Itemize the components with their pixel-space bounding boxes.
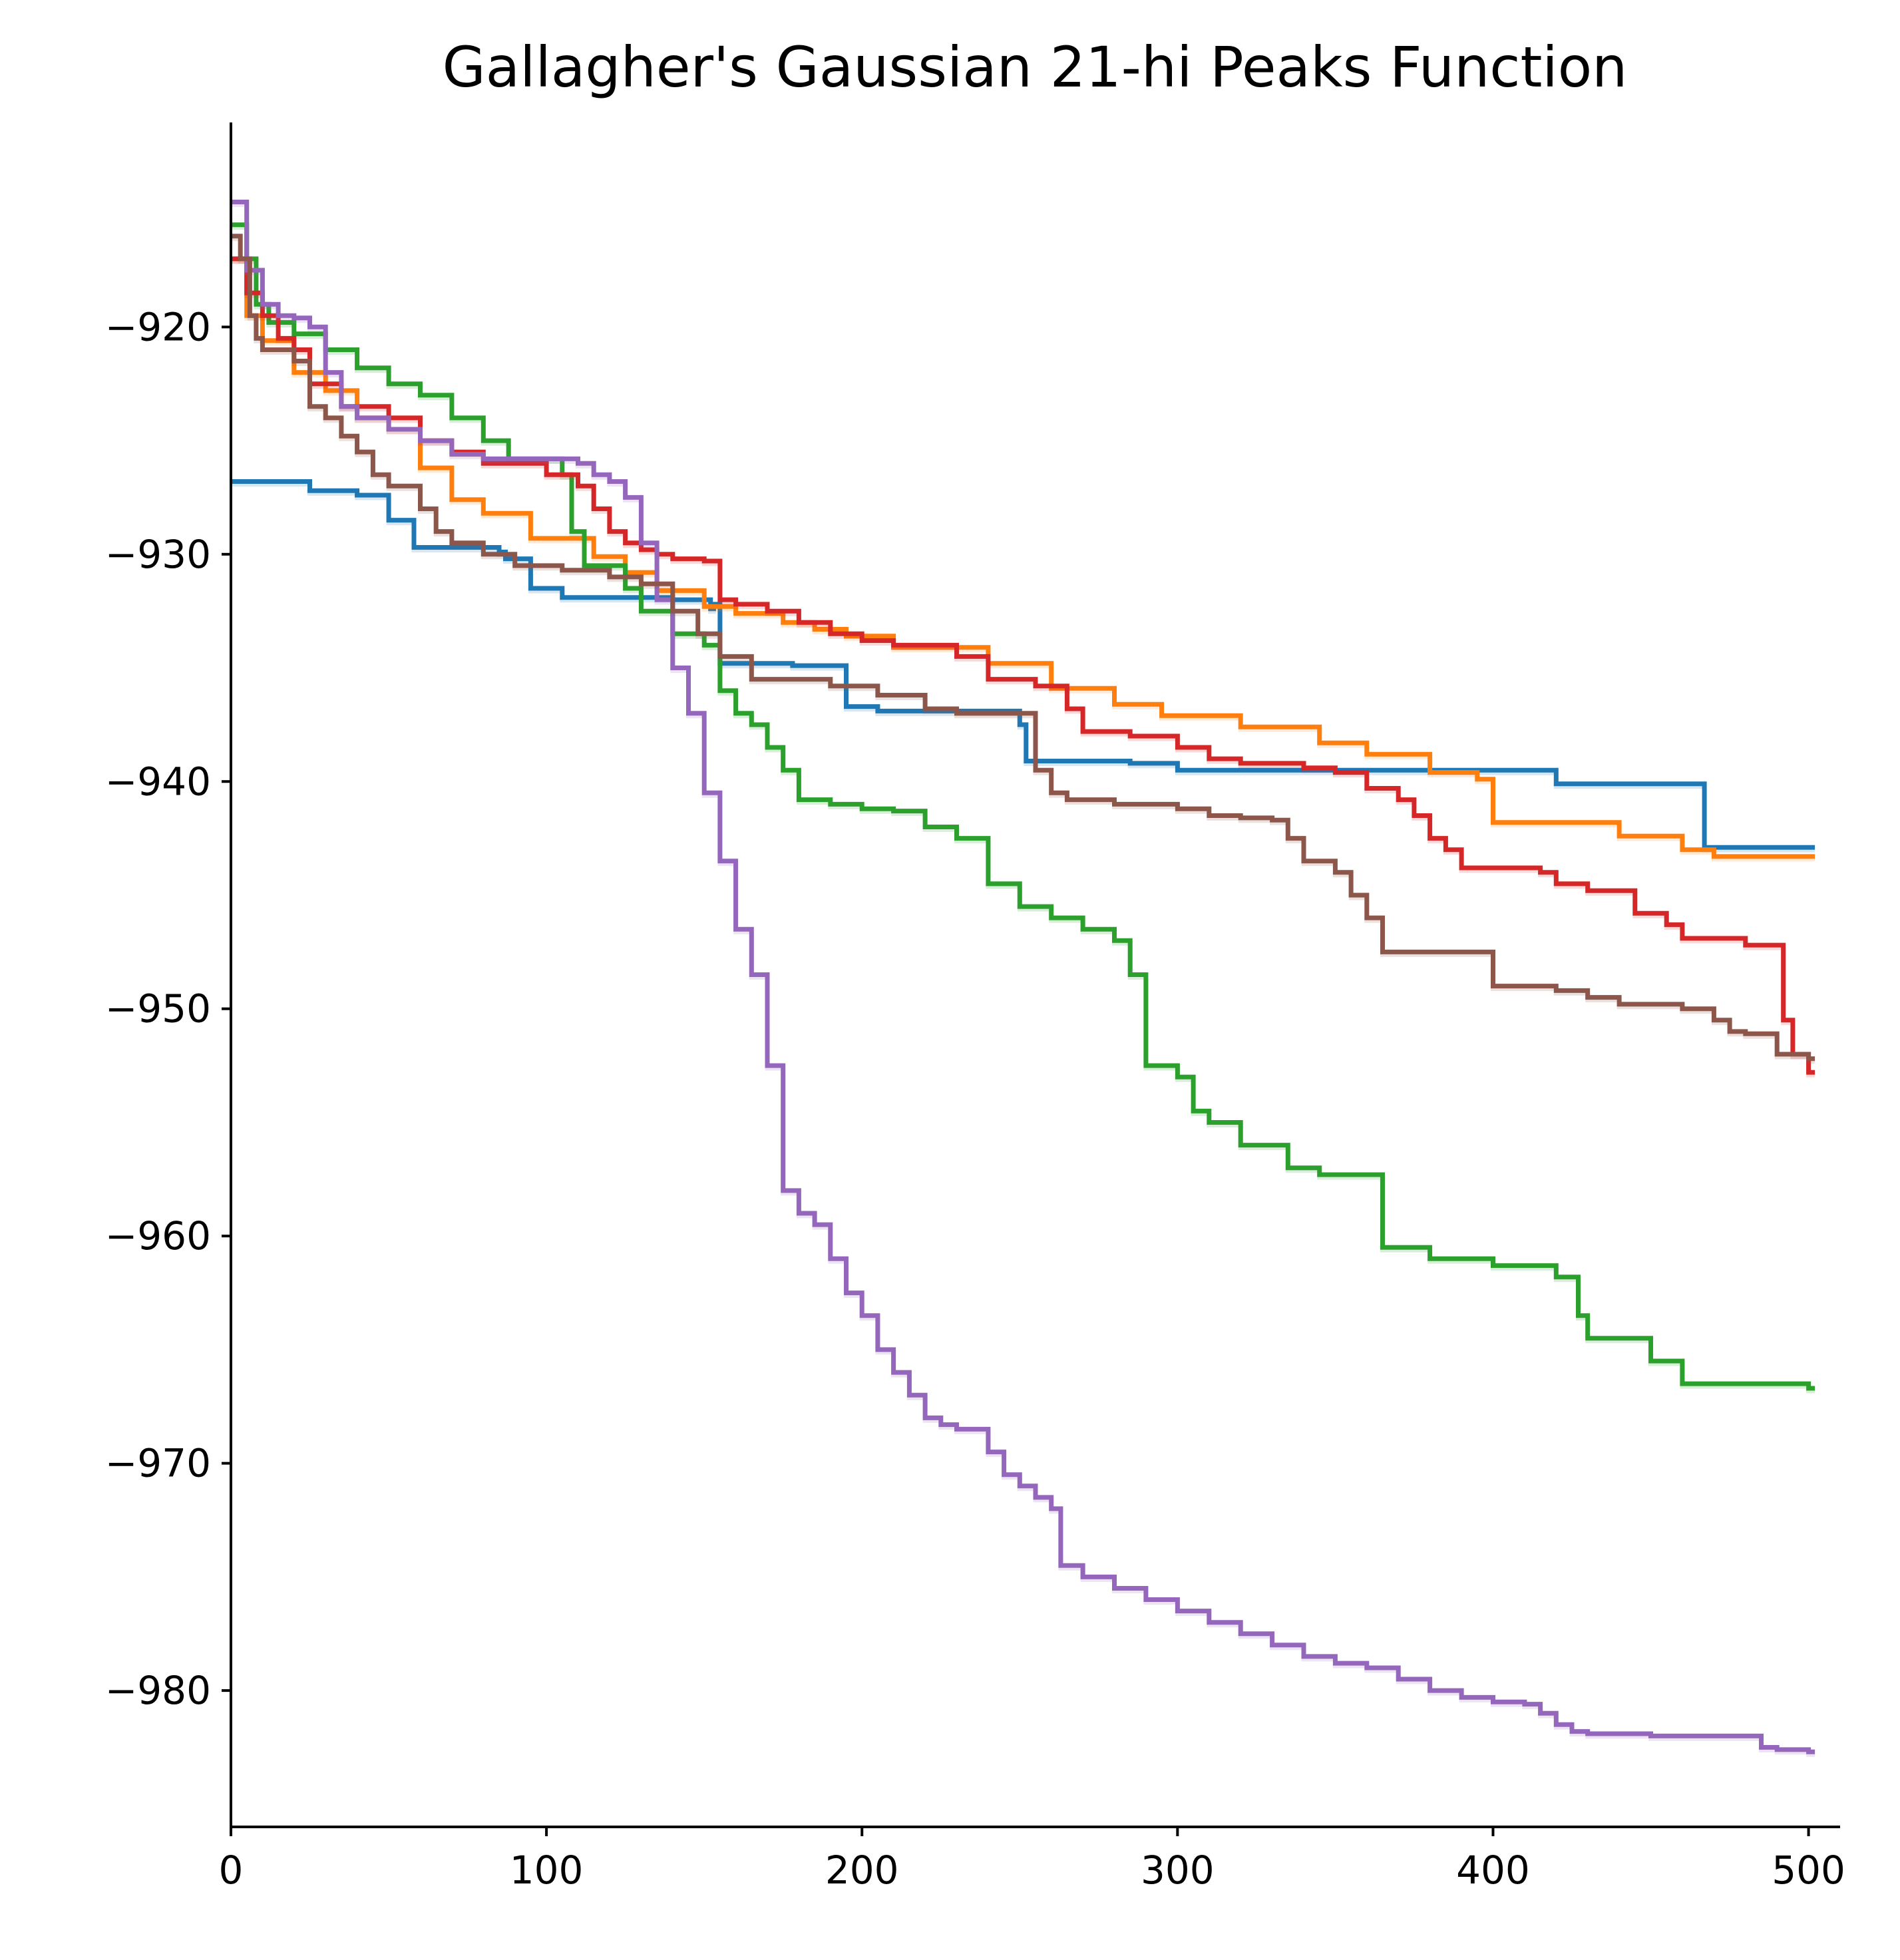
x-tick-label: 100 [510, 1848, 584, 1893]
y-tick-label: −950 [105, 986, 211, 1032]
series-5-line [231, 200, 1815, 1754]
x-tick-label: 0 [219, 1848, 244, 1893]
x-tick-label: 300 [1141, 1848, 1215, 1893]
x-tick-label: 200 [825, 1848, 899, 1893]
series-6-band [231, 236, 1815, 1064]
x-tick-label: 400 [1456, 1848, 1530, 1893]
series-3-line [231, 222, 1815, 1391]
y-tick-label: −970 [105, 1441, 211, 1486]
series-2-line [231, 256, 1815, 859]
y-tick-label: −930 [105, 532, 211, 577]
chart-title: Gallagher's Gaussian 21-hi Peaks Functio… [443, 35, 1628, 100]
x-tick-label: 500 [1772, 1848, 1845, 1893]
series-group [231, 200, 1815, 1757]
series-2-band [231, 259, 1815, 862]
series-3-band [231, 225, 1815, 1394]
axes [230, 122, 1840, 1828]
y-tick-label: −920 [105, 304, 211, 349]
y-tick-label: −980 [105, 1668, 211, 1713]
x-ticks: 0 100 200 300 400 500 [219, 1827, 1845, 1893]
y-ticks: −920 −930 −940 −950 −960 −970 −980 [105, 304, 231, 1713]
series-6-line [231, 234, 1815, 1062]
y-tick-label: −960 [105, 1213, 211, 1259]
series-5-band [231, 202, 1815, 1757]
y-tick-label: −940 [105, 759, 211, 804]
